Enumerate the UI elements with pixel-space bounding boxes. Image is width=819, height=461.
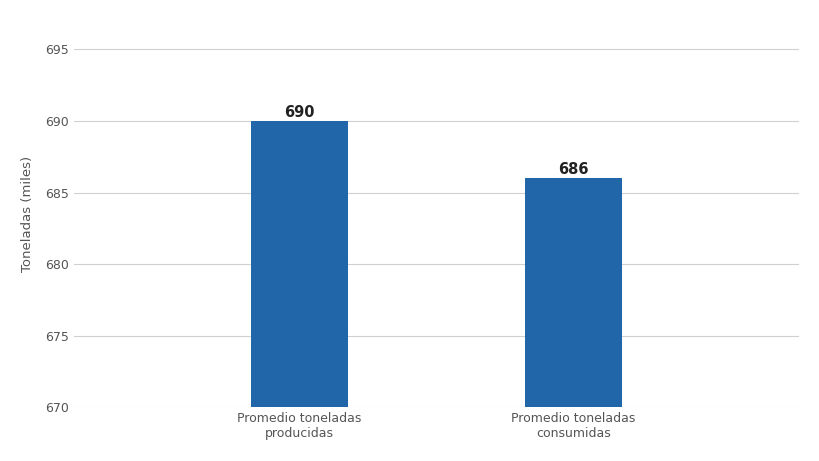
Text: 686: 686 (558, 162, 588, 177)
Y-axis label: Toneladas (miles): Toneladas (miles) (20, 156, 34, 272)
Text: 690: 690 (284, 105, 314, 119)
Bar (251, 121, 347, 408)
Bar (524, 178, 621, 408)
